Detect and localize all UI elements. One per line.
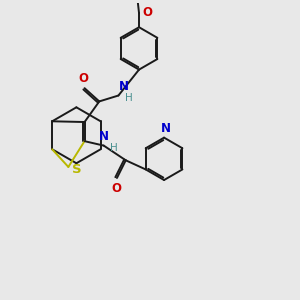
Text: N: N: [160, 122, 170, 135]
Text: O: O: [143, 6, 153, 19]
Text: N: N: [119, 80, 129, 93]
Text: H: H: [110, 143, 117, 153]
Text: O: O: [111, 182, 122, 194]
Text: H: H: [125, 93, 133, 103]
Text: O: O: [78, 72, 88, 85]
Text: N: N: [99, 130, 109, 142]
Text: S: S: [72, 163, 82, 176]
